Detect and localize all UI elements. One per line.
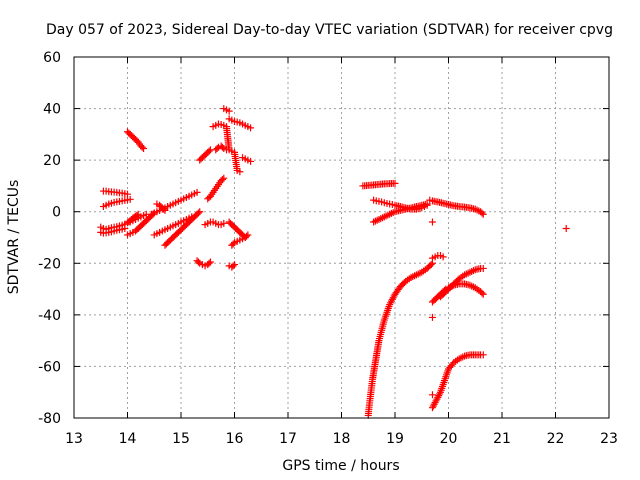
data-point [423, 200, 431, 208]
data-point [236, 168, 244, 176]
data-point [138, 143, 146, 151]
data-point [229, 262, 237, 270]
x-tick-label: 21 [493, 431, 511, 447]
data-point [193, 188, 201, 196]
data-point [439, 253, 447, 261]
y-axis-label: SDTVAR / TECUs [6, 180, 22, 295]
y-tick-label: 20 [43, 153, 61, 169]
data-point [428, 391, 436, 399]
data-point [121, 224, 129, 232]
x-tick-labels: 13 14 15 16 17 18 19 20 21 22 23 [65, 431, 618, 447]
data-point [205, 147, 213, 155]
x-tick-label: 20 [440, 431, 458, 447]
data-point [428, 218, 436, 226]
data-point [218, 175, 226, 183]
data-point [427, 261, 435, 269]
data-point [140, 145, 148, 153]
data-point [220, 174, 228, 182]
data-point [126, 195, 134, 203]
data-point [247, 157, 255, 165]
data-point [160, 205, 168, 213]
data-point [479, 290, 487, 298]
x-tick-label: 19 [386, 431, 404, 447]
data-point [479, 264, 487, 272]
y-tick-labels: 60 40 20 0 -20 -40 -60 -80 [38, 50, 61, 427]
y-tick-label: 60 [43, 50, 61, 66]
x-tick-label: 17 [279, 431, 297, 447]
data-point [479, 210, 487, 218]
y-tick-label: 0 [52, 205, 61, 221]
data-point [428, 313, 436, 321]
x-tick-label: 23 [600, 431, 618, 447]
data-point [244, 231, 252, 239]
x-tick-label: 13 [65, 431, 83, 447]
x-tick-label: 18 [333, 431, 351, 447]
y-tick-label: 40 [43, 102, 61, 118]
y-tick-label: -80 [38, 411, 61, 427]
data-points [97, 105, 570, 419]
grid [74, 57, 609, 418]
data-point [243, 232, 251, 240]
data-point [479, 351, 487, 359]
data-point [478, 289, 486, 297]
y-tick-label: -40 [38, 308, 61, 324]
axis-ticks [73, 56, 610, 419]
data-point [391, 179, 399, 187]
data-point [478, 209, 486, 217]
data-point [206, 258, 214, 266]
x-tick-label: 15 [172, 431, 190, 447]
data-point [205, 259, 213, 267]
data-point [436, 390, 444, 398]
data-point [231, 261, 238, 269]
data-point [194, 209, 202, 217]
x-tick-label: 14 [119, 431, 137, 447]
y-tick-label: -20 [38, 256, 61, 272]
data-point [222, 146, 230, 154]
data-point [247, 124, 255, 132]
y-tick-label: -60 [38, 359, 61, 375]
data-point [562, 224, 570, 232]
data-point [161, 206, 169, 214]
x-axis-label: GPS time / hours [282, 458, 399, 474]
data-point [194, 258, 202, 266]
chart-title: Day 057 of 2023, Sidereal Day-to-day VTE… [46, 22, 613, 38]
x-tick-label: 16 [226, 431, 244, 447]
data-point [225, 107, 233, 115]
data-point [229, 240, 237, 248]
x-tick-label: 22 [547, 431, 565, 447]
data-point [218, 143, 226, 151]
data-point [196, 208, 204, 216]
data-point [220, 219, 228, 227]
data-point [213, 145, 221, 153]
